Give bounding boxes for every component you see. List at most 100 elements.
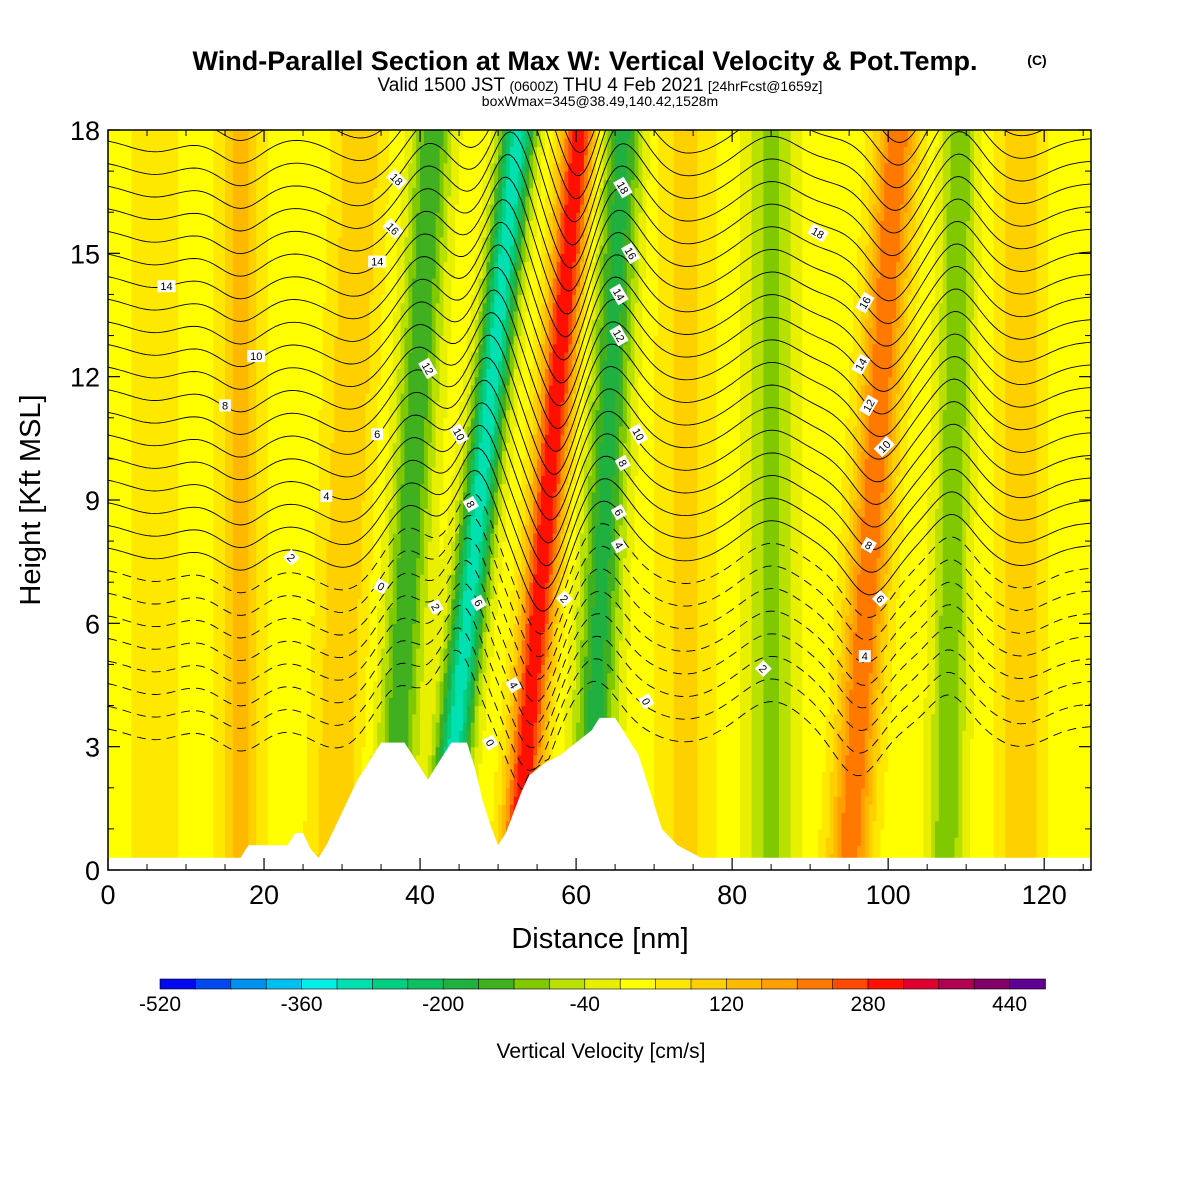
w-cell: [163, 451, 168, 460]
w-cell: [151, 755, 156, 764]
w-cell: [124, 220, 129, 229]
w-cell: [159, 525, 164, 534]
w-cell: [170, 508, 175, 517]
w-cell: [131, 196, 136, 205]
w-cell: [124, 549, 129, 558]
w-cell: [170, 377, 175, 386]
w-cell: [143, 138, 148, 147]
w-cell: [139, 204, 144, 213]
w-cell: [174, 763, 179, 772]
w-cell: [178, 788, 183, 797]
chart-subtitle2: boxWmax=345@38.49,140.42,1528m: [482, 93, 718, 109]
w-cell: [147, 796, 152, 805]
w-cell: [159, 179, 164, 188]
w-cell: [131, 311, 136, 320]
w-cell: [170, 582, 175, 591]
w-cell: [139, 155, 144, 164]
w-cell: [170, 796, 175, 805]
w-cell: [139, 270, 144, 279]
w-cell: [151, 368, 156, 377]
w-cell: [116, 336, 121, 345]
w-cell: [128, 648, 133, 657]
w-cell: [167, 336, 172, 345]
w-cell: [116, 566, 121, 575]
w-cell: [124, 714, 129, 723]
w-cell: [163, 377, 168, 386]
w-cell: [135, 755, 140, 764]
w-cell: [163, 262, 168, 271]
w-cell: [139, 763, 144, 772]
w-cell: [116, 163, 121, 172]
w-cell: [116, 697, 121, 706]
w-cell: [128, 574, 133, 583]
w-cell: [112, 311, 117, 320]
w-cell: [143, 303, 148, 312]
w-cell: [120, 656, 125, 665]
w-cell: [135, 582, 140, 591]
w-cell: [128, 632, 133, 641]
w-cell: [124, 327, 129, 336]
w-cell: [163, 188, 168, 197]
w-cell: [116, 327, 121, 336]
w-cell: [159, 336, 164, 345]
w-cell: [170, 220, 175, 229]
w-cell: [170, 467, 175, 476]
w-cell: [155, 747, 160, 756]
w-cell: [124, 188, 129, 197]
w-cell: [155, 270, 160, 279]
w-cell: [139, 525, 144, 534]
w-cell: [120, 286, 125, 295]
w-cell: [174, 492, 179, 501]
w-cell: [143, 442, 148, 451]
w-cell: [167, 656, 172, 665]
w-cell: [163, 229, 168, 238]
w-cell: [135, 336, 140, 345]
w-cell: [159, 821, 164, 830]
w-cell: [167, 303, 172, 312]
w-cell: [116, 377, 121, 386]
w-cell: [135, 516, 140, 525]
w-cell: [112, 155, 117, 164]
w-cell: [155, 130, 160, 139]
w-cell: [131, 336, 136, 345]
w-cell: [120, 245, 125, 254]
w-cell: [151, 319, 156, 328]
w-cell: [174, 294, 179, 303]
w-cell: [112, 393, 117, 402]
w-cell: [135, 541, 140, 550]
w-cell: [155, 714, 160, 723]
w-cell: [139, 648, 144, 657]
w-cell: [170, 146, 175, 155]
w-cell: [163, 336, 168, 345]
w-cell: [143, 475, 148, 484]
w-cell: [131, 171, 136, 180]
w-cell: [124, 788, 129, 797]
w-cell: [147, 352, 152, 361]
w-cell: [135, 656, 140, 665]
w-cell: [147, 229, 152, 238]
w-cell: [116, 763, 121, 772]
w-cell: [143, 656, 148, 665]
w-cell: [174, 771, 179, 780]
w-cell: [151, 780, 156, 789]
w-cell: [128, 393, 133, 402]
w-cell: [167, 179, 172, 188]
w-cell: [159, 615, 164, 624]
w-cell: [139, 607, 144, 616]
w-cell: [116, 771, 121, 780]
w-cell: [170, 475, 175, 484]
w-cell: [159, 780, 164, 789]
w-cell: [120, 212, 125, 221]
w-cell: [155, 146, 160, 155]
w-cell: [139, 632, 144, 641]
w-cell: [120, 623, 125, 632]
w-cell: [116, 171, 121, 180]
w-cell: [147, 780, 152, 789]
w-cell: [124, 804, 129, 813]
w-cell: [120, 270, 125, 279]
w-cell: [112, 730, 117, 739]
w-cell: [139, 451, 144, 460]
w-cell: [167, 829, 172, 838]
w-cell: [124, 623, 129, 632]
w-cell: [170, 738, 175, 747]
